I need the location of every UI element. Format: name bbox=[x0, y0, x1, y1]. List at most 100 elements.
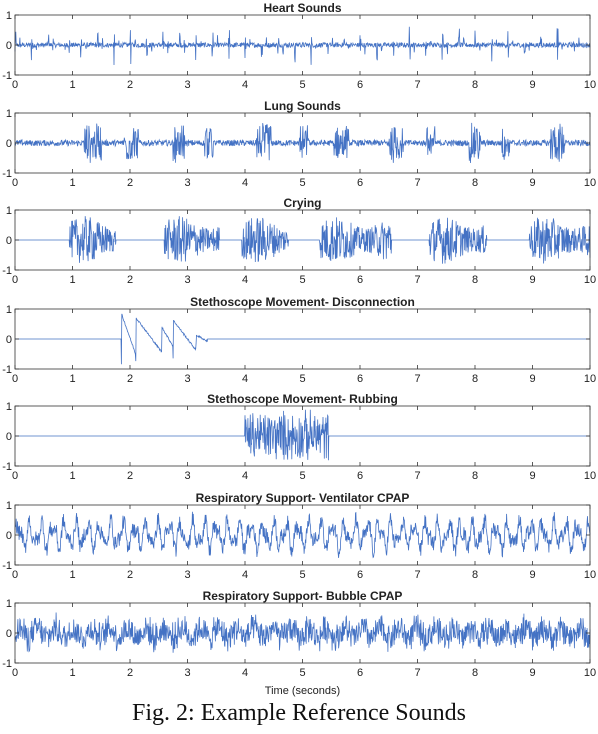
signal-line bbox=[15, 313, 590, 365]
x-tick-label: 0 bbox=[12, 569, 18, 581]
panel-7: Respiratory Support- Bubble CPAP 0 1 2 3 4 5 6 7… bbox=[2, 589, 596, 679]
x-tick-label: 0 bbox=[12, 274, 18, 286]
x-tick-label: 10 bbox=[584, 470, 596, 482]
x-tick-label: 1 bbox=[69, 373, 75, 385]
x-tick-label: 6 bbox=[357, 79, 363, 91]
x-tick-label: 1 bbox=[69, 667, 75, 679]
y-tick-label: 0 bbox=[6, 138, 12, 150]
y-tick-label: 0 bbox=[6, 530, 12, 542]
panel-title: Stethoscope Movement- Disconnection bbox=[190, 295, 415, 309]
x-tick-label: 2 bbox=[127, 569, 133, 581]
x-tick-label: 6 bbox=[357, 470, 363, 482]
x-tick-label: 6 bbox=[357, 274, 363, 286]
x-tick-label: 1 bbox=[69, 569, 75, 581]
x-tick-label: 10 bbox=[584, 569, 596, 581]
x-tick-label: 7 bbox=[414, 667, 420, 679]
x-tick-label: 2 bbox=[127, 470, 133, 482]
panel-4: Stethoscope Movement- Disconnection 0 1 2 3 4… bbox=[2, 295, 596, 385]
y-tick-label: -1 bbox=[2, 658, 12, 670]
panel-6: Respiratory Support- Ventilator CPAP 0 1 2 3… bbox=[2, 491, 596, 581]
panel-title: Respiratory Support- Ventilator CPAP bbox=[196, 491, 410, 505]
x-tick-label: 10 bbox=[584, 373, 596, 385]
x-tick-label: 3 bbox=[184, 470, 190, 482]
panel-title: Stethoscope Movement- Rubbing bbox=[207, 392, 398, 406]
signal-line bbox=[14, 26, 591, 66]
figure-caption: Fig. 2: Example Reference Sounds bbox=[132, 700, 466, 726]
x-tick-label: 10 bbox=[584, 177, 596, 189]
x-tick-label: 7 bbox=[414, 373, 420, 385]
panel-title: Crying bbox=[283, 196, 321, 210]
x-tick-label: 1 bbox=[69, 470, 75, 482]
x-tick-label: 4 bbox=[242, 373, 248, 385]
y-tick-label: 0 bbox=[6, 235, 12, 247]
x-tick-label: 6 bbox=[357, 177, 363, 189]
signal-line bbox=[15, 409, 590, 461]
y-tick-label: 0 bbox=[6, 431, 12, 443]
x-tick-label: 10 bbox=[584, 274, 596, 286]
x-tick-label: 0 bbox=[12, 177, 18, 189]
x-tick-label: 7 bbox=[414, 470, 420, 482]
x-tick-label: 9 bbox=[529, 667, 535, 679]
x-tick-label: 8 bbox=[472, 667, 478, 679]
y-tick-label: 1 bbox=[6, 10, 12, 22]
x-axis-label: Time (seconds) bbox=[265, 685, 340, 697]
x-tick-label: 4 bbox=[242, 274, 248, 286]
y-tick-label: 1 bbox=[6, 205, 12, 217]
x-tick-label: 9 bbox=[529, 79, 535, 91]
x-tick-label: 3 bbox=[184, 274, 190, 286]
x-tick-label: 5 bbox=[299, 667, 305, 679]
x-tick-label: 5 bbox=[299, 177, 305, 189]
x-tick-label: 3 bbox=[184, 177, 190, 189]
x-tick-label: 9 bbox=[529, 569, 535, 581]
signal-line bbox=[14, 122, 591, 164]
x-tick-label: 8 bbox=[472, 569, 478, 581]
x-tick-label: 4 bbox=[242, 79, 248, 91]
x-tick-label: 4 bbox=[242, 667, 248, 679]
panel-title: Respiratory Support- Bubble CPAP bbox=[203, 589, 403, 603]
x-tick-label: 2 bbox=[127, 177, 133, 189]
x-tick-label: 1 bbox=[69, 274, 75, 286]
x-tick-label: 6 bbox=[357, 373, 363, 385]
y-tick-label: 1 bbox=[6, 598, 12, 610]
y-tick-label: -1 bbox=[2, 70, 12, 82]
x-tick-label: 10 bbox=[584, 667, 596, 679]
y-tick-label: 1 bbox=[6, 401, 12, 413]
x-tick-label: 5 bbox=[299, 79, 305, 91]
x-tick-label: 2 bbox=[127, 274, 133, 286]
x-tick-label: 6 bbox=[357, 667, 363, 679]
signal-line bbox=[15, 216, 591, 264]
x-tick-label: 7 bbox=[414, 177, 420, 189]
x-tick-label: 0 bbox=[12, 79, 18, 91]
panel-5: Stethoscope Movement- Rubbing 0 1 2 3 4 5 6 7 8 9 1… bbox=[2, 392, 596, 482]
x-tick-label: 5 bbox=[299, 470, 305, 482]
y-tick-label: 0 bbox=[6, 40, 12, 52]
x-tick-label: 0 bbox=[12, 667, 18, 679]
x-tick-label: 0 bbox=[12, 373, 18, 385]
x-tick-label: 1 bbox=[69, 79, 75, 91]
y-tick-label: -1 bbox=[2, 364, 12, 376]
y-tick-label: 1 bbox=[6, 500, 12, 512]
x-tick-label: 0 bbox=[12, 470, 18, 482]
y-tick-label: -1 bbox=[2, 560, 12, 572]
x-tick-label: 3 bbox=[184, 569, 190, 581]
x-tick-label: 7 bbox=[414, 79, 420, 91]
x-tick-label: 7 bbox=[414, 274, 420, 286]
x-tick-label: 4 bbox=[242, 470, 248, 482]
x-tick-label: 3 bbox=[184, 373, 190, 385]
x-tick-label: 5 bbox=[299, 274, 305, 286]
y-tick-label: 0 bbox=[6, 334, 12, 346]
x-tick-label: 6 bbox=[357, 569, 363, 581]
x-tick-label: 8 bbox=[472, 373, 478, 385]
y-tick-label: 1 bbox=[6, 304, 12, 316]
x-tick-label: 9 bbox=[529, 373, 535, 385]
y-tick-label: -1 bbox=[2, 265, 12, 277]
x-tick-label: 4 bbox=[242, 569, 248, 581]
x-tick-label: 5 bbox=[299, 373, 305, 385]
x-tick-label: 2 bbox=[127, 373, 133, 385]
x-tick-label: 4 bbox=[242, 177, 248, 189]
y-tick-label: 0 bbox=[6, 628, 12, 640]
